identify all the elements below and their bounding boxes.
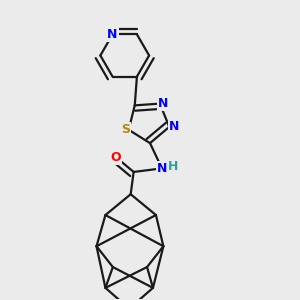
Text: N: N	[158, 97, 168, 110]
Text: N: N	[107, 28, 118, 41]
Text: H: H	[168, 160, 178, 173]
Text: N: N	[169, 120, 179, 134]
Text: O: O	[110, 151, 121, 164]
Text: N: N	[157, 162, 167, 175]
Text: S: S	[121, 123, 130, 136]
